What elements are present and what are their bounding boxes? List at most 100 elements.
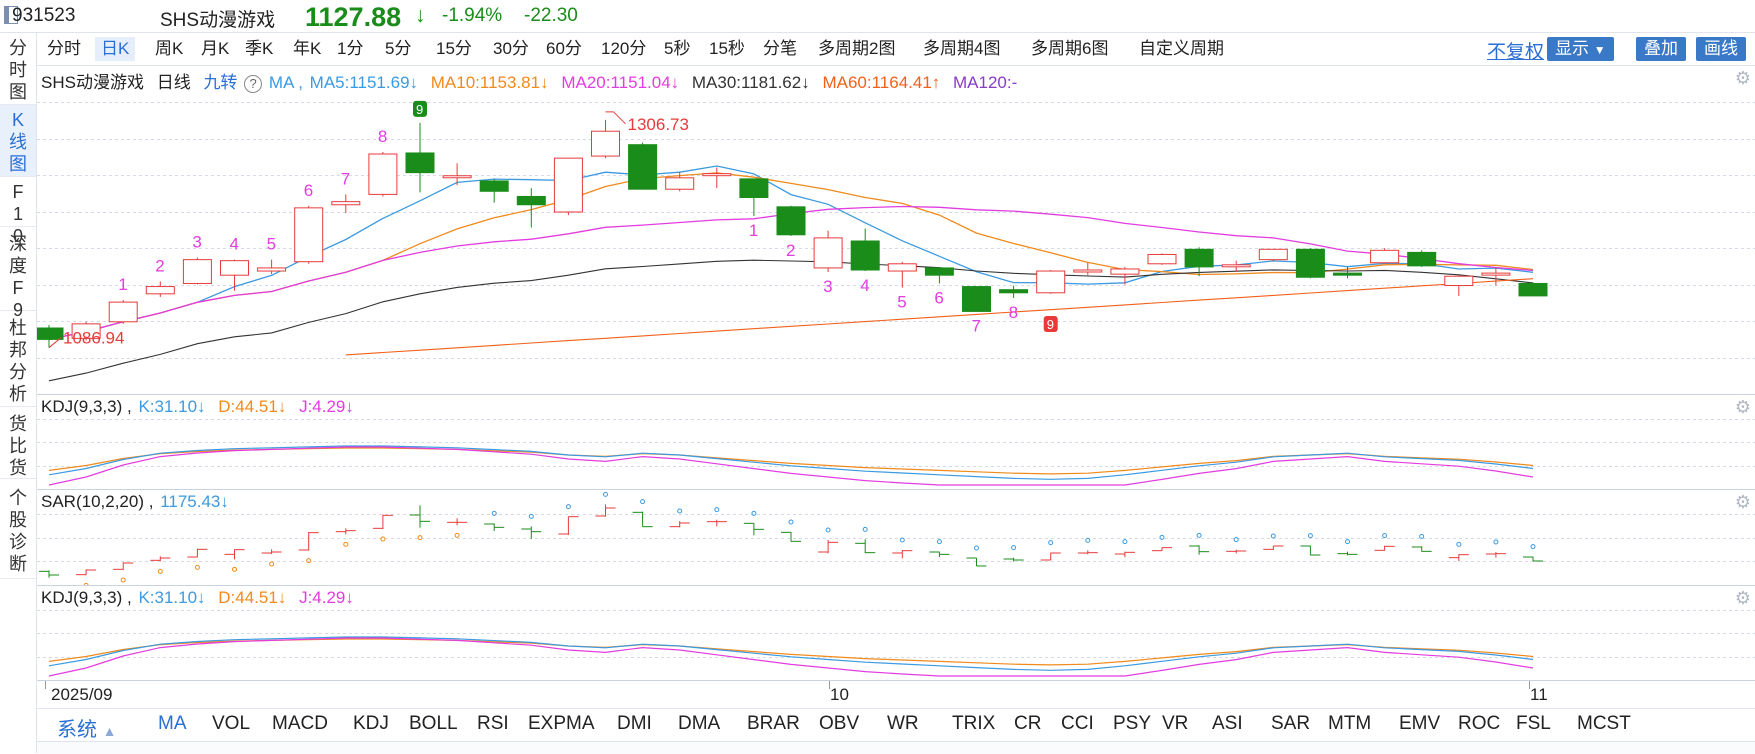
indicator-tab-roc[interactable]: ROC	[1458, 713, 1501, 734]
tab-period-15[interactable]: 多周期2图	[818, 39, 896, 58]
window-toggle-icon[interactable]	[4, 6, 18, 24]
show-button-label: 显示	[1555, 39, 1589, 58]
jiuzhuan-toggle[interactable]: 九转	[203, 73, 238, 92]
indicator-tab-mtm[interactable]: MTM	[1328, 713, 1372, 734]
indicator-tab-trix[interactable]: TRIX	[952, 713, 996, 734]
last-price: 1127.88	[305, 2, 402, 32]
side-nav-f9[interactable]: 深度F9	[0, 227, 36, 320]
tab-period-18[interactable]: 自定义周期	[1139, 39, 1224, 58]
indicator-tab-emv[interactable]: EMV	[1399, 713, 1441, 734]
tab-period-8[interactable]: 15分	[436, 39, 472, 58]
kdj-j-line	[48, 637, 1534, 677]
indicator-tab-dma[interactable]: DMA	[678, 713, 721, 734]
kdj-k: K:31.10↓	[138, 397, 206, 416]
td-seq-label: 2	[155, 256, 164, 275]
indicator-tab-asi[interactable]: ASI	[1212, 713, 1243, 734]
gear-icon[interactable]: ⚙	[1734, 588, 1751, 608]
indicator-tab-mcst[interactable]: MCST	[1577, 713, 1631, 734]
sar-panel[interactable]: SAR(10,2,20) , 1175.43↓ ⚙	[37, 490, 1755, 586]
tab-period-1[interactable]: 日K	[95, 37, 136, 61]
kdj-j-line	[48, 446, 1534, 486]
kdj2-j: J:4.29↓	[299, 588, 354, 607]
sar-dot	[677, 508, 683, 514]
side-nav-f10[interactable]: F10	[0, 177, 36, 246]
date-axis: 2025/09 10 11	[37, 681, 1755, 707]
indicator-tab-dmi[interactable]: DMI	[617, 713, 652, 734]
kdj-panel[interactable]: KDJ(9,3,3) , K:31.10↓ D:44.51↓ J:4.29↓ ⚙	[37, 395, 1755, 490]
show-button[interactable]: 显示 ▼	[1547, 37, 1614, 61]
tab-period-16[interactable]: 多周期4图	[923, 39, 1001, 58]
indicator-tab-boll[interactable]: BOLL	[409, 713, 458, 734]
indicator-tab-brar[interactable]: BRAR	[747, 713, 800, 734]
sar-dot	[1456, 541, 1462, 547]
high-label: 1306.73	[628, 115, 689, 134]
tab-period-3[interactable]: 月K	[201, 39, 230, 58]
legend-ma60: MA60:1164.41↑	[822, 73, 941, 92]
indicator-tab-psy[interactable]: PSY	[1113, 713, 1152, 734]
indicator-tab-obv[interactable]: OBV	[819, 713, 860, 734]
overlay-button[interactable]: 叠加	[1636, 37, 1686, 61]
tab-period-17[interactable]: 多周期6图	[1031, 39, 1109, 58]
candle-body	[553, 157, 583, 213]
gear-icon[interactable]: ⚙	[1734, 68, 1751, 88]
indicator-tab-cr[interactable]: CR	[1014, 713, 1042, 734]
tab-period-9[interactable]: 30分	[493, 39, 529, 58]
tab-period-7[interactable]: 5分	[385, 39, 412, 58]
side-nav-compare[interactable]: 货比货	[0, 407, 36, 479]
candle-body	[1184, 248, 1214, 268]
tab-period-2[interactable]: 周K	[155, 39, 184, 58]
tab-period-4[interactable]: 季K	[245, 39, 274, 58]
gear-icon[interactable]: ⚙	[1734, 397, 1751, 417]
kdj-panel-2[interactable]: KDJ(9,3,3) , K:31.10↓ D:44.51↓ J:4.29↓ ⚙	[37, 586, 1755, 681]
sar-dot	[120, 577, 126, 583]
sar-dot	[491, 510, 497, 516]
quote-header: 931523 SHS动漫游戏 1127.88 ↓ -1.94% -22.30	[0, 0, 1755, 33]
side-nav-kline[interactable]: K线图	[0, 105, 36, 177]
ma30-line	[48, 259, 1534, 382]
sar-dot	[1085, 537, 1091, 543]
indicator-tab-cci[interactable]: CCI	[1061, 713, 1094, 734]
sar-chart	[37, 491, 1755, 585]
indicator-tab-expma[interactable]: EXPMA	[528, 713, 595, 734]
fuquan-dropdown[interactable]: 不复权	[1487, 42, 1545, 63]
tab-period-10[interactable]: 60分	[546, 39, 582, 58]
system-button[interactable]: 系统 ▲	[57, 713, 116, 742]
side-nav-timeshare[interactable]: 分时图	[0, 33, 36, 105]
tab-period-6[interactable]: 1分	[337, 39, 364, 58]
indicator-tab-vr[interactable]: VR	[1162, 713, 1189, 734]
indicator-tab-vol[interactable]: VOL	[212, 713, 251, 734]
tab-period-0[interactable]: 分时	[47, 39, 81, 58]
price-panel[interactable]: 1 2 3 4 5 6 7 8 1 2 3 4 5 6 7 8 9 9 1306.73 1086.94 SHS动漫游戏…	[37, 66, 1755, 395]
candlestick-chart[interactable]: 1 2 3 4 5 6 7 8 1 2 3 4 5 6 7 8 9 9 1306.73 1086.94	[37, 66, 1755, 394]
indicator-tab-macd[interactable]: MACD	[272, 713, 328, 734]
td-seq-label: 4	[860, 276, 869, 295]
side-nav-diagnosis[interactable]: 个股诊断	[0, 479, 36, 579]
sar-dot	[1011, 545, 1017, 551]
tab-period-5[interactable]: 年K	[293, 39, 322, 58]
date-label-oct: 10	[830, 685, 849, 704]
tab-period-14[interactable]: 分笔	[763, 39, 797, 58]
sar-dot	[1270, 533, 1276, 539]
indicator-tab-rsi[interactable]: RSI	[477, 713, 509, 734]
side-nav-label: 分时图	[9, 38, 27, 102]
sar-dot	[306, 558, 312, 564]
help-icon[interactable]: ?	[244, 75, 263, 93]
candle-body	[1444, 275, 1474, 287]
legend-ma5: MA5:1151.69↓	[309, 73, 419, 92]
indicator-tab-wr[interactable]: WR	[887, 713, 919, 734]
sar-dot	[1530, 544, 1536, 550]
percent-change: -1.94%	[442, 5, 503, 26]
indicator-tab-fsl[interactable]: FSL	[1516, 713, 1551, 734]
kdj-d: D:44.51↓	[218, 397, 287, 416]
indicator-tab-ma[interactable]: MA	[158, 713, 187, 734]
tab-period-13[interactable]: 15秒	[709, 39, 745, 58]
tab-period-11[interactable]: 120分	[601, 39, 647, 58]
side-nav-dupont[interactable]: 杜邦分析	[0, 311, 36, 407]
td-seq-label: 2	[786, 241, 795, 260]
indicator-tab-sar[interactable]: SAR	[1271, 713, 1311, 734]
indicator-tab-kdj[interactable]: KDJ	[353, 713, 389, 734]
sar-dot	[454, 532, 460, 538]
draw-line-button[interactable]: 画线	[1696, 37, 1746, 61]
tab-period-12[interactable]: 5秒	[664, 39, 691, 58]
gear-icon[interactable]: ⚙	[1734, 492, 1751, 512]
